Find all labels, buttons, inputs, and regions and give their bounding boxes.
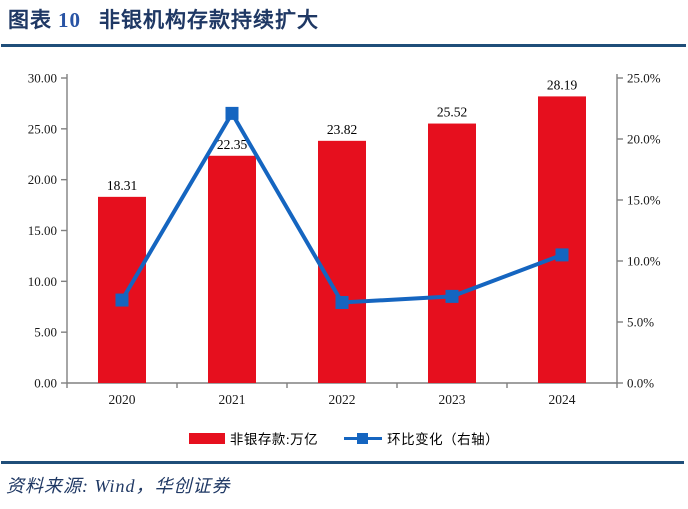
right-axis-tick-label: 5.0% xyxy=(627,315,654,330)
legend-item-line: 环比变化（右轴） xyxy=(344,428,499,448)
footer-divider xyxy=(1,461,684,464)
x-axis-category-label: 2022 xyxy=(329,392,356,407)
line-marker-2024 xyxy=(555,248,569,262)
bar-value-label: 18.31 xyxy=(107,178,137,193)
bar-value-label: 23.82 xyxy=(327,122,357,137)
right-axis-tick-label: 15.0% xyxy=(627,193,661,208)
bar-value-label: 25.52 xyxy=(437,105,467,120)
chart-area: 0.00 5.00 10.00 15.00 20.00 25.00 30.00 0.0% 5.0… xyxy=(0,50,688,428)
figure-number: 10 xyxy=(58,8,81,32)
bar-series-label: 非银存款:万亿 xyxy=(229,432,319,447)
line-marker-2023 xyxy=(445,289,459,303)
bar-2020 xyxy=(98,196,146,383)
bar-2022 xyxy=(318,140,366,383)
bar-line-chart: 0.00 5.00 10.00 15.00 20.00 25.00 30.00 0.0% 5.0… xyxy=(28,71,661,408)
left-axis-tick-label: 25.00 xyxy=(28,121,57,136)
bar-2023 xyxy=(428,123,476,384)
left-axis-tick-label: 10.00 xyxy=(28,274,57,289)
line-series-label: 环比变化（右轴） xyxy=(387,432,500,447)
x-axis-category-label: 2020 xyxy=(109,392,136,407)
figure-title-text: 非银机构存款持续扩大 xyxy=(99,8,319,32)
x-axis-category-label: 2023 xyxy=(439,392,466,407)
line-marker-2020 xyxy=(115,293,129,307)
x-axis-category-label: 2024 xyxy=(549,392,576,407)
bar-2021 xyxy=(208,155,256,383)
line-marker-2022 xyxy=(335,295,349,309)
bar-series-swatch xyxy=(188,432,225,444)
right-axis-tick-label: 10.0% xyxy=(627,254,661,269)
line-marker-2021 xyxy=(225,106,239,120)
figure-title: 图表 10 非银机构存款持续扩大 xyxy=(8,4,319,34)
x-axis-category-label: 2021 xyxy=(219,392,246,407)
right-axis-tick-label: 25.0% xyxy=(627,71,661,86)
left-axis-tick-label: 20.00 xyxy=(28,172,57,187)
bar-value-label: 22.35 xyxy=(217,137,248,152)
figure-label: 图表 xyxy=(8,8,52,32)
bar-2024 xyxy=(538,96,586,383)
bar-value-label: 28.19 xyxy=(547,77,578,92)
data-source: 资料来源: Wind，华创证券 xyxy=(6,476,231,496)
left-axis-tick-label: 30.00 xyxy=(28,71,57,86)
chart-legend: 非银存款:万亿 环比变化（右轴） xyxy=(0,428,688,448)
line-series-swatch xyxy=(344,432,383,445)
square-marker-icon xyxy=(357,432,369,444)
title-divider xyxy=(1,44,686,47)
legend-item-bar: 非银存款:万亿 xyxy=(188,428,319,448)
right-axis-tick-label: 20.0% xyxy=(627,132,661,147)
left-axis-tick-label: 0.00 xyxy=(34,376,57,391)
left-axis-tick-label: 15.00 xyxy=(28,223,57,238)
left-axis-tick-label: 5.00 xyxy=(34,325,57,340)
right-axis-tick-label: 0.0% xyxy=(627,376,654,391)
